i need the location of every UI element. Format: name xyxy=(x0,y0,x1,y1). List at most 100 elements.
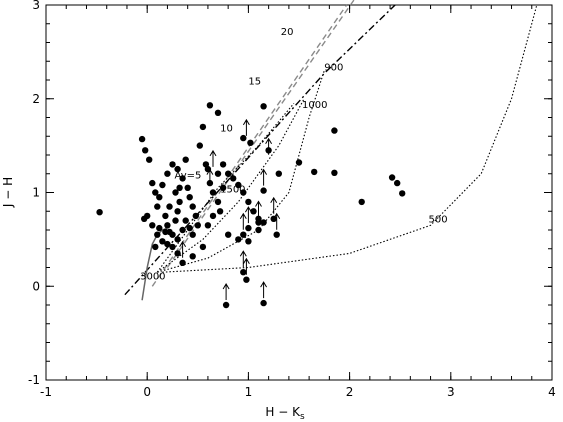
x-tick-label: -1 xyxy=(40,385,52,399)
data-point xyxy=(189,231,196,238)
data-point xyxy=(388,174,396,181)
data-point xyxy=(182,217,189,224)
data-point xyxy=(179,226,186,234)
data-points xyxy=(96,102,406,309)
data-point xyxy=(247,139,254,146)
data-point xyxy=(222,301,230,309)
data-point xyxy=(174,236,181,243)
annotation-label: 3000 xyxy=(140,272,165,283)
data-point xyxy=(149,179,156,187)
data-point xyxy=(273,231,280,238)
reddening-vectors xyxy=(151,0,355,287)
data-point xyxy=(260,187,267,194)
data-point xyxy=(154,231,161,238)
upper-limit-arrow xyxy=(209,149,217,167)
data-point xyxy=(194,222,201,229)
y-axis-label: J − H xyxy=(1,177,15,208)
data-point xyxy=(225,170,232,177)
data-point xyxy=(156,224,163,232)
data-point xyxy=(394,179,401,187)
data-point xyxy=(240,231,247,238)
annotation-label: 1000 xyxy=(302,100,327,111)
upper-limit-arrow xyxy=(242,118,250,136)
ctts-locus-line xyxy=(124,4,396,296)
model-track xyxy=(162,4,538,273)
data-point xyxy=(243,276,250,283)
data-point xyxy=(209,189,217,196)
data-point xyxy=(399,190,406,197)
data-point xyxy=(235,236,242,243)
data-point xyxy=(245,224,252,232)
x-axis-label: H − Ks xyxy=(265,405,305,422)
y-tick-label: -1 xyxy=(28,373,40,387)
data-point xyxy=(152,189,159,196)
data-point xyxy=(184,184,191,191)
tick-labels: -1 0 1 2 3 4 -1 0 1 2 3 xyxy=(28,0,556,399)
data-point xyxy=(209,212,217,220)
model-tracks xyxy=(156,4,538,273)
data-point xyxy=(240,269,247,276)
data-point xyxy=(164,222,171,229)
x-tick-label: 1 xyxy=(245,385,253,399)
x-tick-label: 2 xyxy=(346,385,354,399)
upper-limit-arrow xyxy=(222,283,230,300)
data-point xyxy=(255,226,262,234)
x-axis-label-subscript: s xyxy=(300,412,305,422)
y-tick-label: 0 xyxy=(32,279,40,293)
upper-limit-arrow xyxy=(270,196,278,214)
data-point xyxy=(331,127,338,134)
data-point xyxy=(214,198,222,206)
data-point xyxy=(214,170,222,177)
data-point xyxy=(235,181,242,189)
data-point xyxy=(142,147,149,154)
data-point xyxy=(174,208,181,215)
data-point xyxy=(162,228,169,236)
annotation-label: 1500 xyxy=(220,185,245,196)
data-point xyxy=(216,208,224,215)
data-point xyxy=(96,209,103,216)
y-tick-label: 2 xyxy=(32,92,40,106)
data-point xyxy=(166,203,173,210)
data-point xyxy=(275,170,282,177)
data-point xyxy=(176,198,183,206)
data-point xyxy=(214,109,222,117)
data-point xyxy=(240,134,247,142)
data-point xyxy=(169,231,176,238)
data-point xyxy=(206,179,214,187)
data-point xyxy=(172,189,179,196)
annotation-label: 15 xyxy=(248,77,261,88)
data-point xyxy=(154,203,161,210)
x-tick-label: 4 xyxy=(548,385,556,399)
data-point xyxy=(260,103,267,110)
data-point xyxy=(331,169,338,176)
upper-limit-arrow xyxy=(255,200,262,218)
data-point xyxy=(199,243,207,251)
data-point xyxy=(186,194,193,201)
data-point xyxy=(219,184,227,191)
data-point xyxy=(245,238,252,245)
data-point xyxy=(164,170,171,177)
upper-limit-arrow xyxy=(244,206,252,224)
data-point xyxy=(204,222,212,229)
plot-frame xyxy=(45,4,553,381)
data-point xyxy=(196,142,203,149)
annotation-label: 10 xyxy=(220,124,233,135)
y-tick-label: 3 xyxy=(32,0,40,12)
data-point xyxy=(295,159,303,166)
reddening-vector xyxy=(166,0,355,268)
data-point xyxy=(206,102,214,109)
data-point xyxy=(250,208,257,215)
upper-limit-arrow xyxy=(179,240,187,258)
data-point xyxy=(225,231,232,238)
data-point xyxy=(260,219,267,226)
data-point xyxy=(144,212,151,220)
data-point xyxy=(172,217,179,224)
data-point xyxy=(255,219,262,226)
data-point xyxy=(182,156,189,163)
data-point xyxy=(164,240,171,248)
annotation-label: 500 xyxy=(429,215,448,226)
annotation-label: Av=5 xyxy=(175,170,202,181)
data-point xyxy=(174,165,181,173)
data-point xyxy=(189,203,196,210)
